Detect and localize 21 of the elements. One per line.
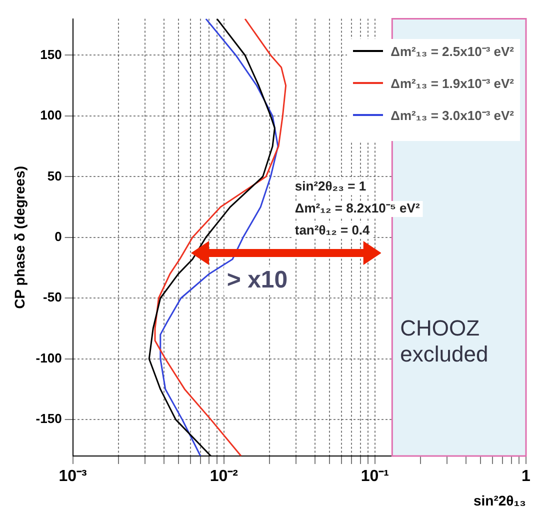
y-axis-title: CP phase δ (degrees) [11, 166, 28, 309]
legend-label: Δm²₁₃ = 3.0x10⁻³ eV² [390, 106, 514, 124]
annotation: > x10 [226, 266, 288, 294]
y-tick-label: 0 [54, 228, 62, 244]
legend-label: Δm²₁₃ = 2.5x10⁻³ eV² [390, 42, 514, 60]
annotation: sin²2θ₂₃ = 1 [294, 178, 366, 194]
x-axis-title: sin²2θ₁₃ [473, 492, 526, 508]
annotation: Δm²₁₂ = 8.2x10⁻⁵ eV² [294, 200, 420, 216]
x-tick-label: 10⁻³ [58, 468, 87, 486]
x-tick-label: 1 [522, 468, 531, 486]
legend-label: Δm²₁₃ = 1.9x10⁻³ eV² [390, 74, 514, 92]
y-tick-label: -150 [36, 411, 62, 426]
y-tick-label: -50 [43, 290, 62, 305]
y-tick-label: 150 [40, 46, 62, 62]
x-tick-label: 10⁻¹ [360, 468, 389, 486]
y-tick-label: 50 [47, 168, 62, 184]
annotation: tan²θ₁₂ = 0.4 [294, 222, 371, 238]
band-label: CHOOZ excluded [400, 315, 488, 366]
y-tick-label: -100 [36, 350, 62, 366]
x-tick-label: 10⁻² [210, 468, 238, 486]
y-tick-label: 100 [40, 108, 62, 123]
